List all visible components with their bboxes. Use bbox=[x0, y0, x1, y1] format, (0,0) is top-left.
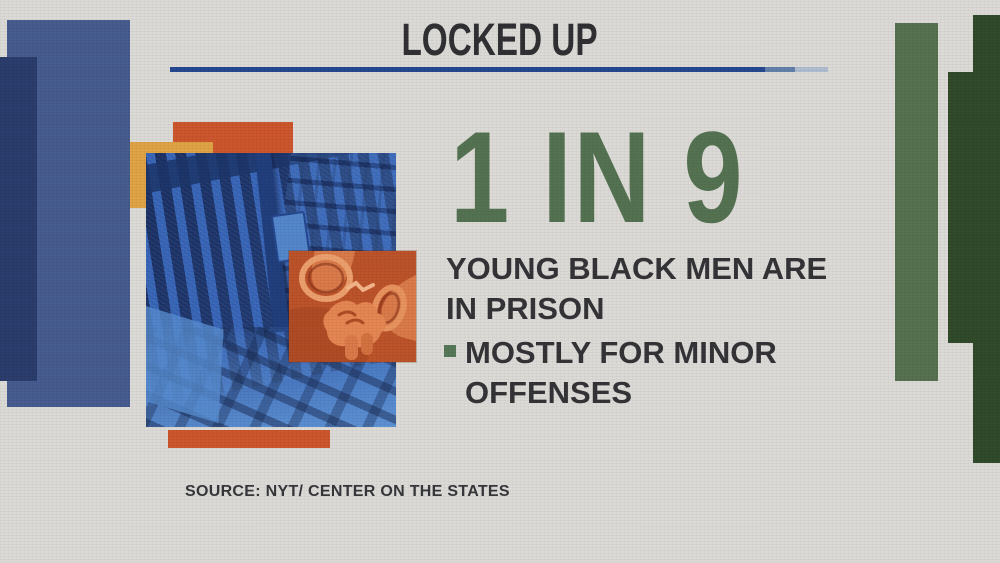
stat-value: 1 IN 9 bbox=[450, 104, 745, 250]
handcuffs-image bbox=[289, 251, 416, 362]
header: LOCKED UP bbox=[0, 17, 1000, 62]
handcuffs-illustration bbox=[289, 251, 416, 362]
stat-description: YOUNG BLACK MEN ARE IN PRISON bbox=[446, 249, 827, 329]
right-decor-bar-green bbox=[895, 23, 938, 381]
bullet-text-line-2: OFFENSES bbox=[465, 375, 633, 410]
collage-accent-rect-orange-bottom bbox=[168, 430, 330, 448]
bullet-item: MOSTLY FOR MINOR OFFENSES bbox=[444, 333, 777, 413]
title-underline-rule bbox=[170, 67, 828, 72]
right-decor-bar-dark-wide bbox=[948, 72, 1000, 343]
left-decor-bar-navy bbox=[0, 57, 37, 381]
stat-description-line-2: IN PRISON bbox=[446, 291, 605, 326]
bullet-square-icon bbox=[444, 345, 456, 357]
bullet-text-line-1: MOSTLY FOR MINOR bbox=[465, 335, 777, 370]
source-attribution: SOURCE: NYT/ CENTER ON THE STATES bbox=[185, 483, 510, 500]
page-title: LOCKED UP bbox=[401, 14, 599, 65]
stat-description-line-1: YOUNG BLACK MEN ARE bbox=[446, 251, 828, 286]
prison-bars-image bbox=[146, 153, 396, 427]
bullet-text: MOSTLY FOR MINOR OFFENSES bbox=[465, 333, 777, 413]
